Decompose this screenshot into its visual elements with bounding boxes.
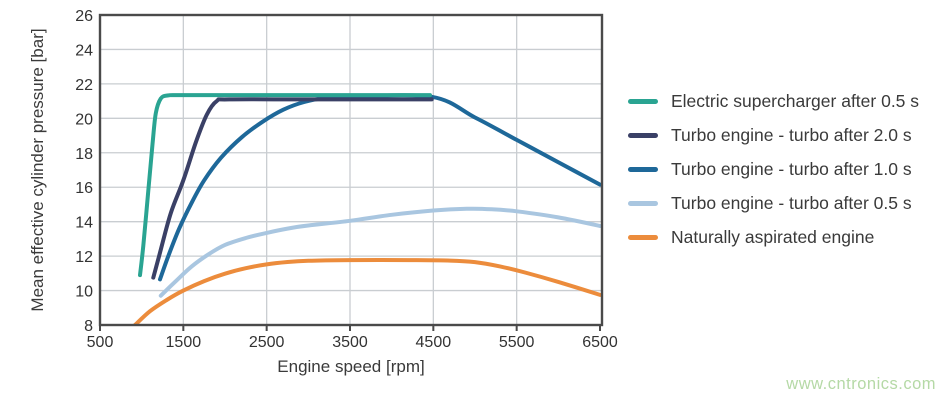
y-tick-label: 26 [75,8,93,25]
series-curve-2 [158,93,602,282]
x-axis-title: Engine speed [rpm] [277,357,424,376]
y-tick-label: 22 [75,77,93,94]
x-tick-label: 6500 [582,334,618,351]
watermark-text: www.cntronics.com [786,375,936,393]
y-tick-label: 16 [75,180,93,197]
y-tick-label: 18 [75,146,93,163]
legend-swatch-icon [628,98,658,104]
series-curves [133,93,602,326]
plot-frame [98,13,604,327]
x-tick-label: 4500 [416,334,452,351]
axis-ticks [99,325,601,331]
legend-item: Electric supercharger after 0.5 s [628,84,919,118]
legend-item: Turbo engine - turbo after 1.0 s [628,152,919,186]
y-tick-label: 12 [75,249,93,266]
x-tick-label: 2500 [249,334,285,351]
y-tick-label: 24 [75,42,93,59]
series-curve-0 [138,93,432,278]
series-curve-1 [151,97,434,280]
y-tick-label: 20 [75,111,93,128]
legend-swatch-icon [628,200,658,206]
legend-label: Naturally aspirated engine [671,226,875,247]
x-tick-label: 1500 [166,334,202,351]
y-tick-label: 14 [75,215,93,232]
axis-tick-labels: 500 1500 2500 3500 4500 5500 6500 8 10 12 14 16 18 20… [75,8,618,351]
x-tick-label: 3500 [332,334,368,351]
legend-swatch-icon [628,132,658,138]
legend-label: Turbo engine - turbo after 0.5 s [671,192,912,213]
legend-label: Electric supercharger after 0.5 s [671,90,920,111]
series-curve-3 [158,206,602,298]
legend-item: Turbo engine - turbo after 2.0 s [628,118,919,152]
legend-label: Turbo engine - turbo after 2.0 s [671,124,912,145]
x-tick-label: 500 [87,334,114,351]
grid-lines [100,15,602,325]
y-tick-label: 10 [75,284,93,301]
y-tick-label: 8 [84,318,93,335]
x-tick-label: 5500 [499,334,535,351]
y-axis-title: Mean effective cylinder pressure [bar] [28,28,47,311]
legend-item: Turbo engine - turbo after 0.5 s [628,186,919,220]
legend-swatch-icon [628,234,658,240]
legend-swatch-icon [628,166,658,172]
legend: Electric supercharger after 0.5 s Turbo … [628,84,919,254]
legend-item: Naturally aspirated engine [628,220,919,254]
legend-label: Turbo engine - turbo after 1.0 s [671,158,912,179]
series-curve-4 [133,258,602,326]
